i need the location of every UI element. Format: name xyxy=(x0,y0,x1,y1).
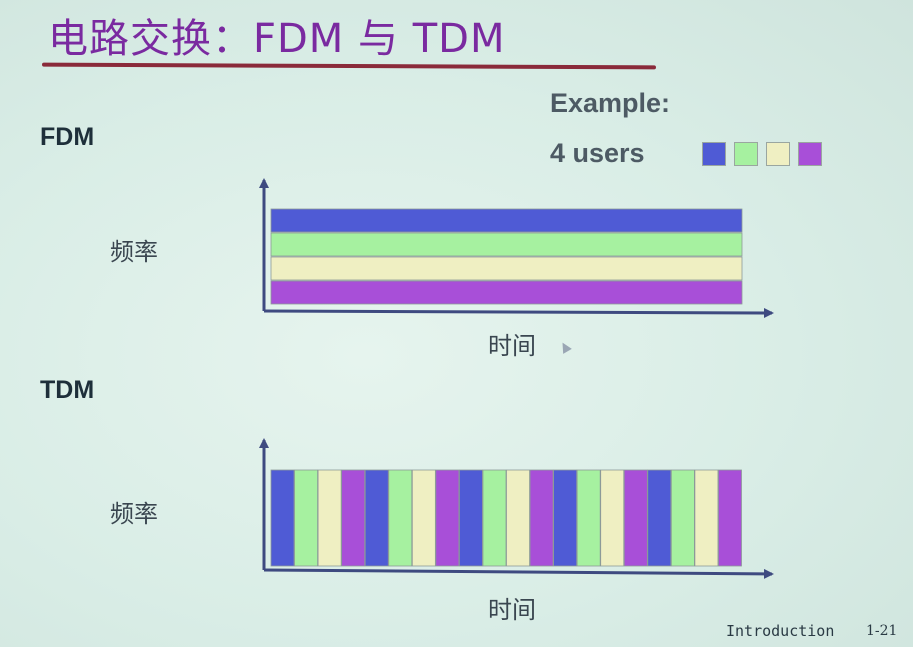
tdm-slot-user-1 xyxy=(364,469,389,567)
fdm-section-label: FDM xyxy=(40,123,95,151)
users-count-text: 4 users xyxy=(550,138,645,168)
user-3-swatch xyxy=(766,142,790,166)
tdm-slot-user-2 xyxy=(576,469,601,567)
tdm-section-label: TDM xyxy=(40,376,95,404)
tdm-slot-user-2 xyxy=(294,469,318,567)
tdm-x-axis xyxy=(263,568,774,579)
tdm-slot-user-1 xyxy=(270,469,295,567)
tdm-slot-user-1 xyxy=(553,469,578,567)
tdm-time-label: 时间 xyxy=(488,596,536,624)
tdm-slots xyxy=(270,469,742,567)
tdm-slot-user-4 xyxy=(623,469,648,567)
fdm-x-axis xyxy=(263,307,774,318)
user-2-swatch xyxy=(734,142,758,166)
tdm-slot-user-4 xyxy=(341,469,366,567)
tdm-slot-user-4 xyxy=(718,469,742,567)
tdm-frequency-label: 频率 xyxy=(110,500,158,528)
tdm-slot-user-1 xyxy=(458,469,483,567)
user-1-swatch xyxy=(702,142,726,166)
example-heading: Example: xyxy=(550,88,671,118)
tdm-slot-user-3 xyxy=(694,469,719,567)
fdm-band-user-3 xyxy=(270,256,743,281)
tdm-slot-user-4 xyxy=(529,469,554,567)
fdm-band-user-2 xyxy=(270,232,743,257)
tdm-slot-user-2 xyxy=(388,469,413,567)
fdm-time-label: 时间 xyxy=(488,332,536,360)
tdm-slot-user-1 xyxy=(647,469,672,567)
tdm-slot-user-2 xyxy=(482,469,507,567)
tdm-slot-user-2 xyxy=(670,469,695,567)
tdm-slot-user-4 xyxy=(435,469,460,567)
footer-page-number: 1-21 xyxy=(866,623,898,639)
footer-section: Introduction xyxy=(726,622,835,640)
tdm-slot-user-3 xyxy=(600,469,625,567)
fdm-band-user-4 xyxy=(270,280,743,305)
tdm-slot-user-3 xyxy=(411,469,436,567)
fdm-band-user-1 xyxy=(270,208,743,233)
tdm-slot-user-3 xyxy=(506,469,530,567)
fdm-frequency-label: 频率 xyxy=(110,238,158,266)
tdm-slot-user-3 xyxy=(317,469,342,567)
user-4-swatch xyxy=(798,142,822,166)
slide-title: 电路交换：FDM 与 TDM xyxy=(48,16,506,62)
fdm-bands xyxy=(270,208,743,305)
